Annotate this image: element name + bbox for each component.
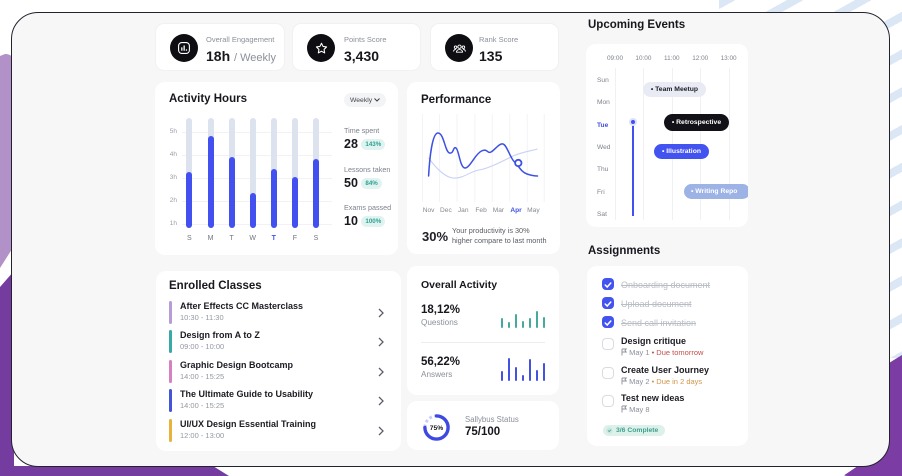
svg-text:75%: 75% [430, 425, 443, 432]
